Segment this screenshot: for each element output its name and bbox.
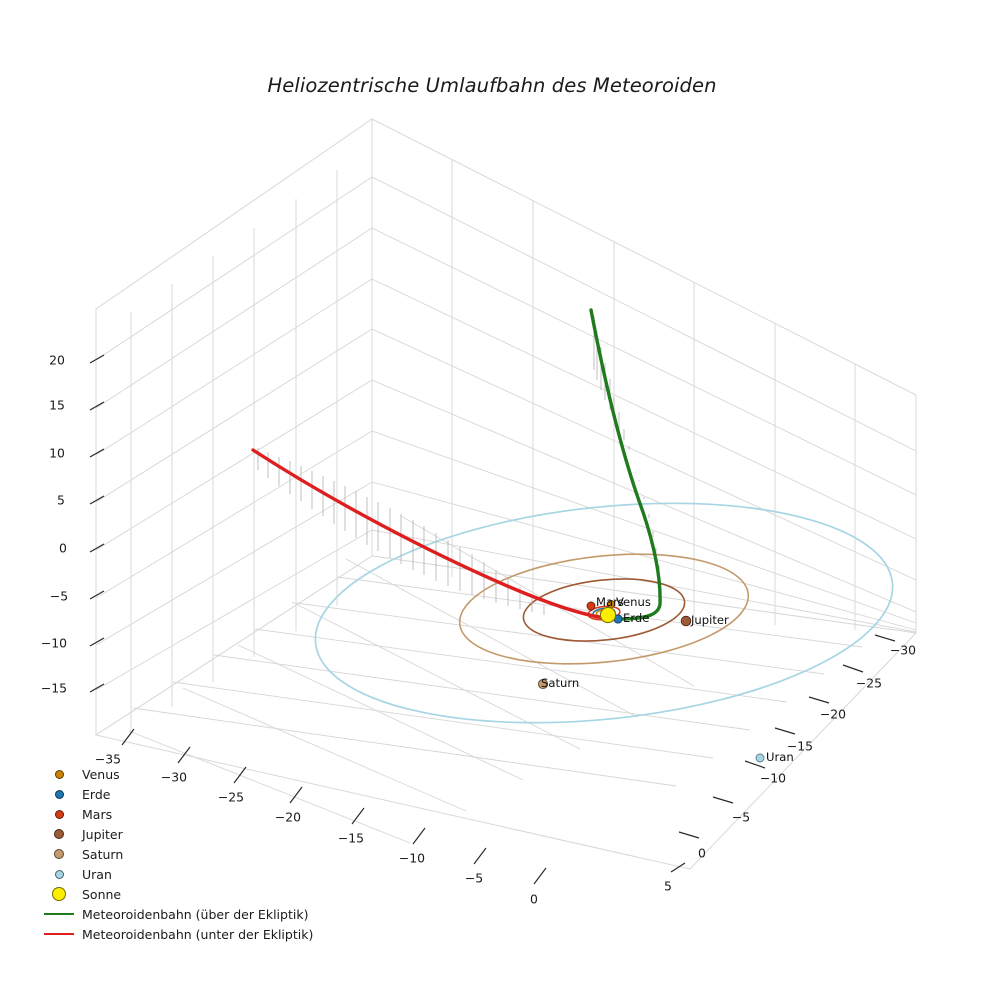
z-tick: −10 [40, 635, 68, 651]
y-tick: −10 [759, 770, 787, 786]
legend-label: Venus [82, 766, 120, 782]
orbit-saturn [458, 553, 750, 665]
venus-dot-icon [38, 769, 80, 779]
x-tick: −20 [274, 809, 302, 825]
planet-label-saturn: Saturn [541, 676, 580, 690]
legend-item-jupiter[interactable]: Jupiter [38, 824, 338, 844]
x-tick: −30 [160, 769, 188, 785]
x-tick: −25 [217, 789, 245, 805]
legend-label: Erde [82, 786, 111, 802]
planet-label-uran: Uran [766, 750, 794, 764]
uran-dot-icon [38, 869, 80, 879]
planet-label-erde: Erde [623, 611, 650, 625]
legend-item-sonne[interactable]: Sonne [38, 884, 338, 904]
trajectory-drop-lines [257, 316, 660, 615]
meteoroid-path-below-ecliptic [251, 448, 606, 620]
legend-label: Meteoroidenbahn (über der Ekliptik) [82, 906, 309, 922]
x-tick: −10 [398, 850, 426, 866]
z-tick: −5 [49, 588, 69, 604]
z-tick: 15 [49, 397, 65, 413]
marker-mars [586, 601, 596, 611]
marker-sonne [599, 606, 617, 624]
marker-uran [755, 753, 765, 763]
planet-markers [537, 599, 765, 763]
jupiter-dot-icon [38, 829, 80, 839]
legend-label: Mars [82, 806, 113, 822]
x-tick: −35 [94, 751, 122, 767]
legend-item-above-ecliptic[interactable]: Meteoroidenbahn (über der Ekliptik) [38, 904, 338, 924]
y-tick: 0 [698, 845, 706, 861]
legend-item-venus[interactable]: Venus [38, 764, 338, 784]
legend-label: Sonne [82, 886, 122, 902]
y-tick: −15 [786, 738, 814, 754]
x-tick: −15 [337, 830, 365, 846]
legend-label: Saturn [82, 846, 124, 862]
legend-label: Uran [82, 866, 112, 882]
orbit-jupiter [522, 578, 686, 642]
legend-item-below-ecliptic[interactable]: Meteoroidenbahn (unter der Ekliptik) [38, 924, 338, 944]
marker-jupiter [680, 615, 692, 627]
meteoroid-path-above-ecliptic [589, 308, 662, 621]
x-tick: 5 [664, 878, 672, 894]
legend-label: Jupiter [82, 826, 123, 842]
y-tick: −30 [889, 642, 917, 658]
z-tick: −15 [40, 680, 68, 696]
z-tick: 5 [57, 492, 65, 508]
erde-dot-icon [38, 789, 80, 799]
legend: Venus Erde Mars Jupiter Saturn [38, 764, 338, 944]
z-tick: 10 [49, 445, 65, 461]
z-tick: 0 [59, 540, 67, 556]
planet-label-jupiter: Jupiter [691, 613, 729, 627]
green-line-icon [38, 913, 80, 915]
orbit-uran [314, 502, 894, 724]
marker-saturn [537, 678, 549, 690]
planet-orbits [314, 502, 894, 724]
grid-lines [95, 160, 917, 844]
legend-item-uran[interactable]: Uran [38, 864, 338, 884]
y-tick: −20 [819, 706, 847, 722]
saturn-dot-icon [38, 849, 80, 859]
y-tick: −25 [855, 675, 883, 691]
legend-item-erde[interactable]: Erde [38, 784, 338, 804]
planet-label-mars: Mars [596, 595, 624, 609]
legend-label: Meteoroidenbahn (unter der Ekliptik) [82, 926, 314, 942]
x-tick: 0 [530, 891, 538, 907]
red-line-icon [38, 933, 80, 935]
legend-item-saturn[interactable]: Saturn [38, 844, 338, 864]
axis-tick-marks [89, 354, 896, 885]
x-tick: −5 [464, 870, 484, 886]
page-title: Heliozentrische Umlaufbahn des Meteoroid… [267, 74, 717, 97]
z-tick: 20 [49, 352, 65, 368]
y-tick: −5 [731, 809, 751, 825]
planet-label-venus: Venus [616, 595, 651, 609]
mars-dot-icon [38, 809, 80, 819]
legend-item-mars[interactable]: Mars [38, 804, 338, 824]
sonne-dot-icon [38, 887, 80, 901]
